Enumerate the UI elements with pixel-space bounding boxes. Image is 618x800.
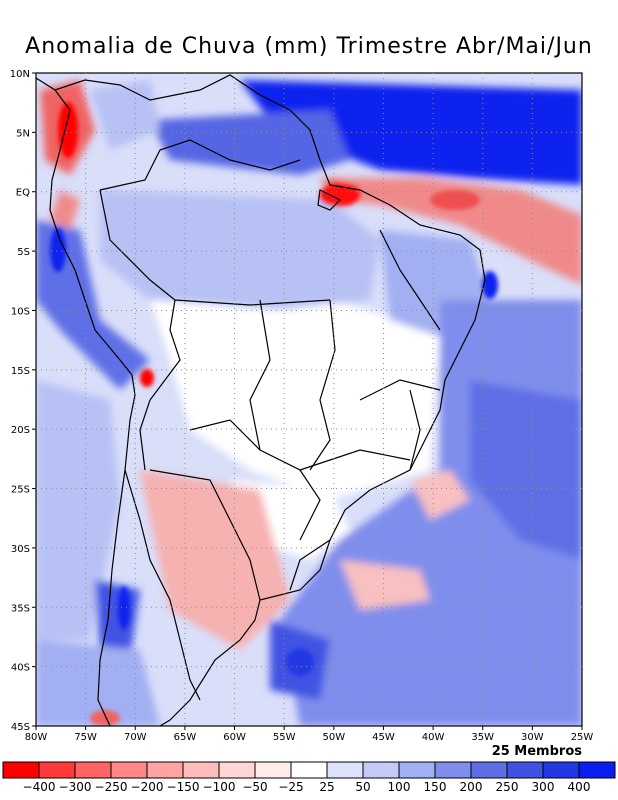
latitude-tick-label: 25S	[11, 485, 30, 496]
legend-color-box	[182, 761, 220, 779]
latitude-tick-label: 5N	[16, 128, 30, 139]
latitude-tick-label: 40S	[11, 663, 30, 674]
legend-color-box	[290, 761, 328, 779]
legend-color-box	[398, 761, 436, 779]
legend-color-box	[2, 761, 40, 779]
legend-label: −300	[59, 780, 92, 794]
legend-label: 250	[496, 780, 519, 794]
longitude-tick-label: 40W	[422, 732, 445, 743]
legend-label: −25	[278, 780, 303, 794]
legend-label: 400	[568, 780, 591, 794]
longitude-tick-label: 35W	[471, 732, 494, 743]
longitude-tick-label: 75W	[74, 732, 97, 743]
legend-color-box	[326, 761, 364, 779]
legend-color-box	[218, 761, 256, 779]
legend-color-box	[470, 761, 508, 779]
legend-color-box	[578, 761, 616, 779]
legend-color-box	[110, 761, 148, 779]
latitude-tick-label: 10N	[10, 69, 30, 80]
gridlines	[36, 73, 582, 726]
anomaly-field	[36, 73, 582, 726]
legend-color-box	[146, 761, 184, 779]
ensemble-members-note: 25 Membros	[491, 744, 582, 759]
legend-color-box	[254, 761, 292, 779]
longitude-ticks: 80W 75W 70W 65W 60W 55W 50W 45W 40W 35W 30W 25W	[25, 726, 594, 743]
legend-label: 100	[388, 780, 411, 794]
legend-label: 25	[319, 780, 334, 794]
longitude-tick-label: 50W	[323, 732, 346, 743]
legend-label: −100	[203, 780, 236, 794]
legend-color-box	[542, 761, 580, 779]
longitude-tick-label: 60W	[223, 732, 246, 743]
longitude-tick-label: 25W	[571, 732, 594, 743]
legend-color-box	[506, 761, 544, 779]
legend-color-box	[38, 761, 76, 779]
longitude-tick-label: 65W	[174, 732, 197, 743]
latitude-ticks: 10N 5N EQ 5S 10S 15S 20S 25S 30S 35S 40S 45S	[10, 69, 36, 733]
legend-label: −200	[131, 780, 164, 794]
legend-label: 50	[355, 780, 370, 794]
latitude-tick-label: 20S	[11, 425, 30, 436]
legend-label: 200	[460, 780, 483, 794]
latitude-tick-label: 35S	[11, 603, 30, 614]
legend-label: 150	[424, 780, 447, 794]
country-borders	[35, 74, 486, 727]
latitude-tick-label: 5S	[17, 247, 30, 258]
longitude-tick-label: 30W	[521, 732, 544, 743]
legend-label: −50	[242, 780, 267, 794]
latitude-tick-label: EQ	[16, 188, 30, 199]
longitude-tick-label: 70W	[124, 732, 147, 743]
latitude-tick-label: 10S	[11, 306, 30, 317]
latitude-tick-label: 45S	[11, 722, 30, 733]
legend-color-box	[362, 761, 400, 779]
legend-color-box	[434, 761, 472, 779]
longitude-tick-label: 80W	[25, 732, 48, 743]
legend-label: −150	[167, 780, 200, 794]
map-title: Anomalia de Chuva (mm) Trimestre Abr/Mai…	[25, 34, 593, 59]
latitude-tick-label: 30S	[11, 544, 30, 555]
latitude-tick-label: 15S	[11, 366, 30, 377]
longitude-tick-label: 55W	[273, 732, 296, 743]
legend-color-box	[74, 761, 112, 779]
longitude-tick-label: 45W	[372, 732, 395, 743]
legend-label: −250	[95, 780, 128, 794]
legend-label: −400	[23, 780, 56, 794]
legend-label: 300	[532, 780, 555, 794]
